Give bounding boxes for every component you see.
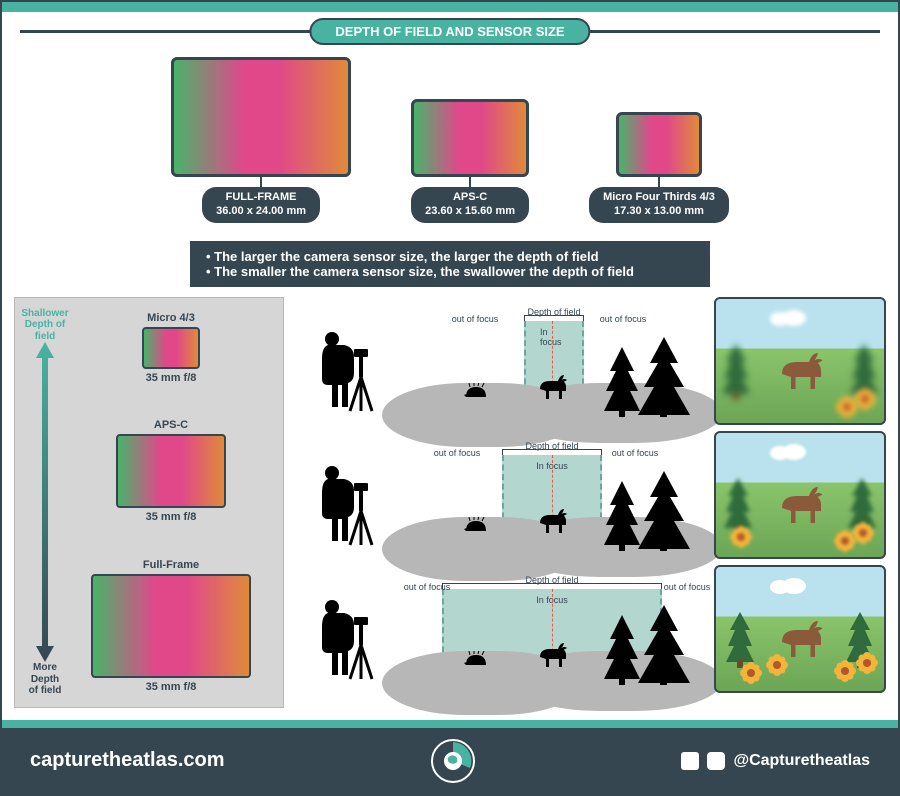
- trees-icon: [604, 337, 694, 417]
- moose-icon: [773, 481, 827, 531]
- moose-icon: [534, 505, 570, 535]
- hedgehog-icon: [464, 383, 488, 399]
- left-sensor-spec: 35 mm f/8: [146, 511, 197, 523]
- left-sensor-m43: Micro 4/3 35 mm f/8: [142, 312, 200, 384]
- sensor-swatch: [171, 57, 351, 177]
- sensor-label: Micro Four Thirds 4/3 17.30 x 13.00 mm: [589, 187, 729, 223]
- dof-arrow: [36, 342, 54, 662]
- cloud-icon: [768, 309, 808, 327]
- flower-icon: [854, 388, 876, 415]
- moose-icon: [534, 371, 570, 401]
- trees-icon: [604, 471, 694, 551]
- moose-icon: [534, 639, 570, 669]
- facebook-icon: [681, 752, 699, 770]
- key-points: The larger the camera sensor size, the l…: [190, 241, 710, 287]
- footer: capturetheatlas.com @Capturetheatlas: [2, 728, 898, 794]
- photographer-icon: [310, 463, 382, 547]
- scene-m43: Depth of field In focus out of focus out…: [292, 297, 706, 425]
- left-sensor-name: Micro 4/3: [147, 312, 195, 324]
- title-block: DEPTH OF FIELD AND SENSOR SIZE: [2, 12, 898, 33]
- left-sensor-ff: Full-Frame 35 mm f/8: [91, 559, 251, 693]
- sensor-name: Micro Four Thirds 4/3: [603, 191, 715, 205]
- sensor-stem: [658, 177, 660, 187]
- footer-accent-bar: [2, 720, 898, 728]
- scene-column: Depth of field In focus out of focus out…: [292, 297, 706, 708]
- photographer-icon: [310, 329, 382, 413]
- site-url: capturetheatlas.com: [30, 749, 225, 772]
- cloud-icon: [768, 443, 808, 461]
- oof-left: out of focus: [450, 315, 500, 324]
- sensor-label: APS-C 23.60 x 15.60 mm: [411, 187, 529, 223]
- left-sensor-spec: 35 mm f/8: [146, 372, 197, 384]
- flower-icon: [852, 522, 874, 549]
- sensor-name: FULL-FRAME: [216, 191, 306, 205]
- infographic-root: DEPTH OF FIELD AND SENSOR SIZE FULL-FRAM…: [0, 0, 900, 796]
- oof-right: out of focus: [662, 583, 712, 592]
- left-sensor-list: Micro 4/3 35 mm f/8 APS-C 35 mm f/8 Full…: [67, 308, 275, 697]
- sensor-fullframe: FULL-FRAME 36.00 x 24.00 mm: [171, 57, 351, 223]
- more-dof-label: More Depth of field: [23, 662, 67, 697]
- sensor-label: FULL-FRAME 36.00 x 24.00 mm: [202, 187, 320, 223]
- sensor-apsc: APS-C 23.60 x 15.60 mm: [411, 99, 529, 223]
- flower-icon: [740, 662, 762, 689]
- hedgehog-icon: [464, 651, 488, 667]
- moose-icon: [773, 347, 827, 397]
- sensor-swatch: [616, 112, 702, 177]
- oof-left: out of focus: [432, 449, 482, 458]
- in-focus-label: In focus: [540, 327, 568, 347]
- sensor-m43: Micro Four Thirds 4/3 17.30 x 13.00 mm: [589, 112, 729, 223]
- oof-left: out of focus: [402, 583, 452, 592]
- trees-icon: [604, 605, 694, 685]
- flower-icon: [834, 660, 856, 687]
- sensor-swatch: [142, 327, 200, 369]
- sensor-stem: [260, 177, 262, 187]
- sensor-dims: 23.60 x 15.60 mm: [425, 205, 515, 219]
- sensor-dims: 36.00 x 24.00 mm: [216, 205, 306, 219]
- flower-icon: [730, 526, 752, 553]
- left-sensor-name: Full-Frame: [143, 559, 199, 571]
- sensor-dims: 17.30 x 13.00 mm: [603, 205, 715, 219]
- sensor-swatch: [411, 99, 529, 177]
- sensor-swatch: [116, 434, 226, 508]
- dof-arrow-column: Shallower Depth of field More Depth of f…: [23, 308, 67, 697]
- bullet: The larger the camera sensor size, the l…: [206, 249, 694, 264]
- flower-icon: [766, 654, 788, 681]
- result-thumb-m43: [714, 297, 886, 425]
- hedgehog-icon: [464, 517, 488, 533]
- sensor-name: APS-C: [425, 191, 515, 205]
- sensor-row: FULL-FRAME 36.00 x 24.00 mm APS-C 23.60 …: [2, 33, 898, 233]
- bullet: The smaller the camera sensor size, the …: [206, 264, 694, 279]
- main-grid: Shallower Depth of field More Depth of f…: [2, 287, 898, 720]
- top-accent-bar: [2, 2, 898, 12]
- brand-logo: [245, 738, 662, 784]
- result-thumb-ff: [714, 565, 886, 693]
- scene-apsc: Depth of field In focus out of focus out…: [292, 431, 706, 559]
- left-sensor-apsc: APS-C 35 mm f/8: [116, 419, 226, 523]
- sensor-swatch: [91, 574, 251, 678]
- left-sensor-name: APS-C: [154, 419, 188, 431]
- social-handle: @Capturetheatlas: [733, 752, 870, 770]
- left-sensor-spec: 35 mm f/8: [146, 681, 197, 693]
- cloud-icon: [768, 577, 808, 595]
- scene-ff: Depth of field In focus out of focus out…: [292, 565, 706, 693]
- instagram-icon: [707, 752, 725, 770]
- page-title: DEPTH OF FIELD AND SENSOR SIZE: [309, 18, 590, 45]
- oof-right: out of focus: [598, 315, 648, 324]
- result-thumb-apsc: [714, 431, 886, 559]
- photographer-icon: [310, 597, 382, 681]
- thumb-column: [714, 297, 886, 708]
- tree-icon: [722, 344, 750, 405]
- shallow-label: Shallower Depth of field: [21, 308, 68, 343]
- left-panel: Shallower Depth of field More Depth of f…: [14, 297, 284, 708]
- oof-right: out of focus: [610, 449, 660, 458]
- sensor-stem: [469, 177, 471, 187]
- social-block: @Capturetheatlas: [681, 752, 870, 770]
- flower-icon: [856, 652, 878, 679]
